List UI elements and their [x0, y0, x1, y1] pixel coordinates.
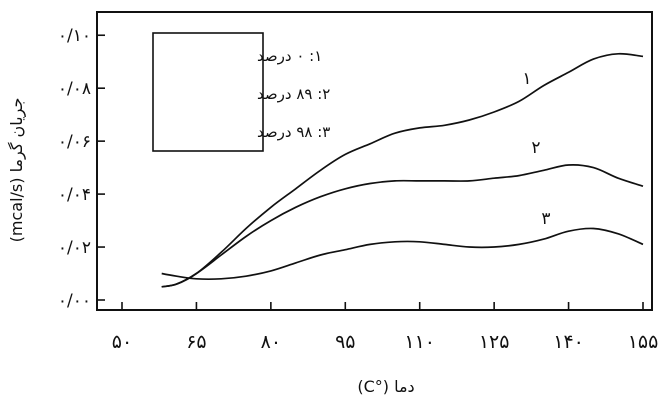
series-label-3: ۳: [541, 209, 550, 229]
x-tick-label: ۶۵: [186, 331, 206, 353]
y-tick-label: ۰/۰۰: [58, 291, 91, 311]
series-line-1: [161, 52, 644, 288]
curves: ۱ ۲ ۳: [161, 52, 644, 288]
legend-entry-1: ۱: ۰ درصد: [257, 47, 322, 65]
y-axis: ۰/۰۰ ۰/۰۲ ۰/۰۴ ۰/۰۶ ۰/۰۸ ۰/۱۰: [58, 26, 105, 311]
y-tick-label: ۰/۱۰: [58, 26, 91, 46]
y-tick-label: ۰/۰۸: [58, 79, 91, 99]
x-tick-label: ۵۰: [112, 331, 132, 353]
legend-entry-2: ۲: ۸۹ درصد: [257, 85, 330, 103]
series-label-1: ۱: [522, 69, 531, 89]
legend: ۱: ۰ درصد ۲: ۸۹ درصد ۳: ۹۸ درصد: [152, 32, 330, 152]
legend-box: [152, 32, 264, 152]
y-tick-label: ۰/۰۲: [58, 238, 91, 258]
x-axis: ۵۰ ۶۵ ۸۰ ۹۵ ۱۱۰ ۱۲۵ ۱۴۰ ۱۵۵: [112, 302, 659, 353]
x-tick-label: ۱۲۵: [479, 331, 510, 353]
x-tick-label: ۱۵۵: [628, 331, 659, 353]
y-axis-title: جریان گرما (mcal/s): [7, 98, 27, 243]
x-axis-title: دما (°C): [357, 377, 414, 396]
x-tick-label: ۸۰: [261, 331, 281, 353]
y-tick-label: ۰/۰۴: [58, 185, 91, 205]
legend-entry-3: ۳: ۹۸ درصد: [257, 123, 330, 141]
series-line-3: [161, 227, 644, 281]
y-tick-label: ۰/۰۶: [58, 132, 91, 152]
plot-frame: [96, 11, 653, 311]
x-tick-label: ۱۱۰: [404, 331, 435, 353]
x-tick-label: ۹۵: [335, 331, 355, 353]
series-label-2: ۲: [531, 138, 540, 158]
series-line-2: [161, 164, 644, 288]
x-tick-label: ۱۴۰: [553, 331, 584, 353]
